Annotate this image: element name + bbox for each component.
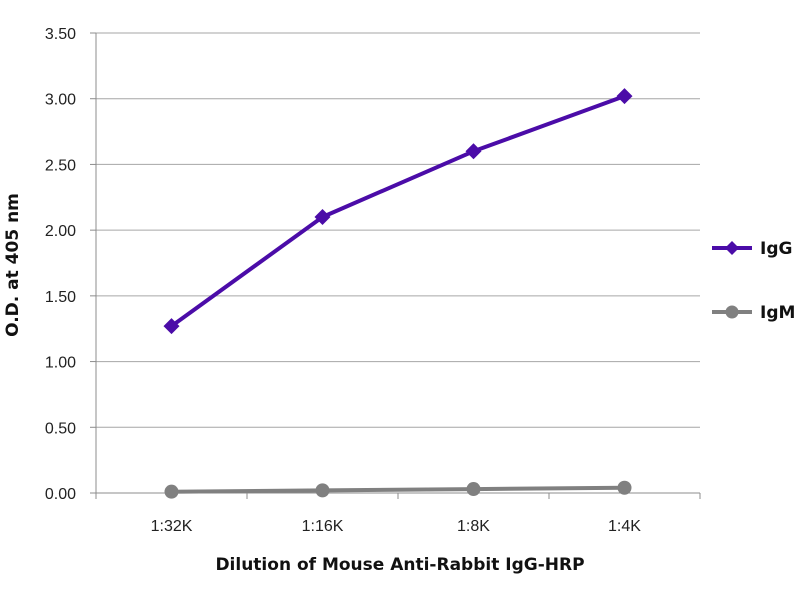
- gridlines: [96, 32, 700, 428]
- data-point-IgM: [466, 482, 481, 497]
- data-point-IgG: [163, 318, 180, 335]
- x-tick-label: 1:8K: [457, 518, 490, 535]
- data-point-IgM: [315, 483, 330, 498]
- series-line-IgG: [170, 94, 626, 328]
- x-axis-title: Dilution of Mouse Anti-Rabbit IgG-HRP: [215, 555, 584, 575]
- y-tick-label: 2.00: [45, 223, 76, 240]
- legend-label-IgG: IgG: [760, 239, 792, 259]
- y-tick-label: 0.50: [45, 420, 76, 437]
- x-tick-label: 1:4K: [608, 518, 641, 535]
- y-tick-label: 1.00: [45, 355, 76, 372]
- y-tick-label: 3.50: [45, 26, 76, 43]
- x-tick-labels: 1:32K 1:16K 1:8K 1:4K: [151, 518, 642, 535]
- y-tick-label: 2.50: [45, 157, 76, 174]
- data-point-IgM: [617, 480, 632, 495]
- y-tick-label: 0.00: [45, 486, 76, 503]
- series-line-IgM: [171, 485, 625, 494]
- y-tick-label: 1.50: [45, 289, 76, 306]
- data-point-IgG: [616, 88, 633, 105]
- x-tick-label: 1:32K: [151, 518, 193, 535]
- legend: IgG IgM: [712, 239, 795, 323]
- y-axis-title: O.D. at 405 nm: [3, 193, 23, 337]
- legend-marker-IgG: [725, 241, 739, 255]
- data-point-IgG: [465, 143, 482, 160]
- y-tick-label: 3.00: [45, 92, 76, 109]
- legend-marker-IgM: [725, 305, 739, 319]
- x-tick-label: 1:16K: [302, 518, 344, 535]
- legend-label-IgM: IgM: [760, 303, 795, 323]
- data-point-IgM: [164, 484, 179, 499]
- data-point-IgG: [314, 209, 331, 225]
- y-tick-labels: 0.00 0.50 1.00 1.50 2.00 2.50 3.00 3.50: [45, 26, 76, 503]
- series-layer: [163, 88, 633, 499]
